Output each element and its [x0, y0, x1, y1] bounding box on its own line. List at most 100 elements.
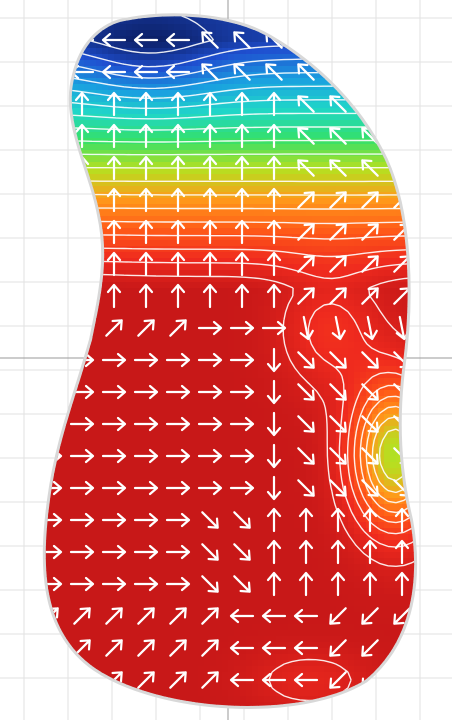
heatmap-cell: [402, 174, 409, 181]
heatmap-cell: [126, 420, 133, 427]
heatmap-cell: [252, 180, 259, 187]
heatmap-cell: [192, 144, 199, 151]
heatmap-cell: [342, 42, 349, 49]
heatmap-cell: [408, 366, 415, 373]
heatmap-cell: [210, 384, 217, 391]
heatmap-cell: [396, 90, 403, 97]
heatmap-cell: [288, 198, 295, 205]
heatmap-cell: [48, 150, 55, 157]
heatmap-cell: [300, 420, 307, 427]
heatmap-cell: [60, 306, 67, 313]
heatmap-cell: [78, 54, 85, 61]
heatmap-cell: [150, 426, 157, 433]
heatmap-cell: [30, 396, 37, 403]
heatmap-cell: [228, 408, 235, 415]
heatmap-cell: [252, 378, 259, 385]
heatmap-cell: [222, 228, 229, 235]
heatmap-cell: [60, 174, 67, 181]
heatmap-cell: [156, 0, 163, 7]
heatmap-cell: [45, 282, 49, 289]
heatmap-cell: [318, 300, 325, 307]
heatmap-cell: [126, 30, 133, 37]
heatmap-cell: [288, 216, 295, 223]
heatmap-cell: [234, 258, 241, 265]
heatmap-cell: [300, 252, 307, 259]
heatmap-cell: [120, 174, 127, 181]
heatmap-cell: [186, 402, 193, 409]
heatmap-cell: [114, 168, 121, 175]
heatmap-cell: [162, 60, 169, 67]
heatmap-cell: [420, 48, 427, 55]
heatmap-cell: [150, 366, 157, 373]
heatmap-cell: [294, 378, 301, 385]
heatmap-cell: [66, 48, 73, 55]
heatmap-cell: [132, 360, 139, 367]
heatmap-cell: [288, 84, 295, 91]
heatmap-cell: [96, 90, 103, 97]
heatmap-cell: [258, 150, 265, 157]
heatmap-cell: [84, 192, 91, 199]
heatmap-cell: [264, 264, 271, 271]
heatmap-cell: [228, 402, 235, 409]
heatmap-cell: [138, 150, 145, 157]
heatmap-cell: [288, 54, 295, 61]
heatmap-cell: [240, 312, 247, 319]
heatmap-cell: [240, 384, 247, 391]
heatmap-cell: [156, 180, 163, 187]
heatmap-cell: [378, 0, 385, 7]
heatmap-cell: [390, 228, 397, 235]
heatmap-cell: [246, 252, 253, 259]
heatmap-cell: [36, 426, 43, 433]
heatmap-cell: [96, 396, 103, 403]
heatmap-cell: [90, 270, 97, 277]
heatmap-cell: [420, 78, 427, 85]
heatmap-cell: [420, 6, 427, 13]
heatmap-cell: [396, 156, 403, 163]
heatmap-cell: [378, 336, 385, 343]
heatmap-cell: [252, 288, 259, 295]
heatmap-cell: [162, 402, 169, 409]
heatmap-cell: [312, 210, 319, 217]
heatmap-cell: [192, 420, 199, 427]
heatmap-cell: [312, 126, 319, 133]
heatmap-cell: [372, 90, 379, 97]
heatmap-cell: [204, 84, 211, 91]
heatmap-cell: [156, 132, 163, 139]
heatmap-cell: [276, 270, 283, 277]
heatmap-cell: [162, 108, 169, 115]
heatmap-cell: [426, 336, 433, 343]
heatmap-cell: [300, 288, 307, 295]
heatmap-cell: [120, 204, 127, 211]
heatmap-cell: [120, 276, 127, 283]
heatmap-cell: [132, 372, 139, 379]
heatmap-cell: [156, 174, 163, 181]
heatmap-cell: [102, 198, 109, 205]
heatmap-cell: [36, 36, 43, 43]
heatmap-cell: [216, 24, 223, 31]
heatmap-cell: [30, 432, 37, 439]
heatmap-cell: [360, 42, 367, 49]
heatmap-cell: [396, 258, 403, 265]
heatmap-cell: [84, 396, 91, 403]
heatmap-cell: [264, 432, 271, 439]
heatmap-cell: [126, 150, 133, 157]
heatmap-cell: [354, 222, 361, 229]
heatmap-cell: [348, 180, 355, 187]
heatmap-cell: [294, 72, 301, 79]
heatmap-cell: [270, 306, 277, 313]
heatmap-cell: [168, 132, 175, 139]
heatmap-cell: [312, 414, 319, 421]
heatmap-cell: [198, 318, 205, 325]
heatmap-cell: [174, 432, 181, 439]
heatmap-cell: [342, 54, 349, 61]
heatmap-cell: [204, 276, 211, 283]
heatmap-cell: [270, 42, 277, 49]
heatmap-cell: [36, 162, 43, 169]
heatmap-cell: [72, 222, 79, 229]
heatmap-cell: [102, 90, 109, 97]
heatmap-cell: [276, 60, 283, 67]
heatmap-cell: [144, 42, 151, 49]
heatmap-cell: [246, 294, 253, 301]
heatmap-cell: [90, 24, 97, 31]
heatmap-cell: [306, 282, 313, 289]
